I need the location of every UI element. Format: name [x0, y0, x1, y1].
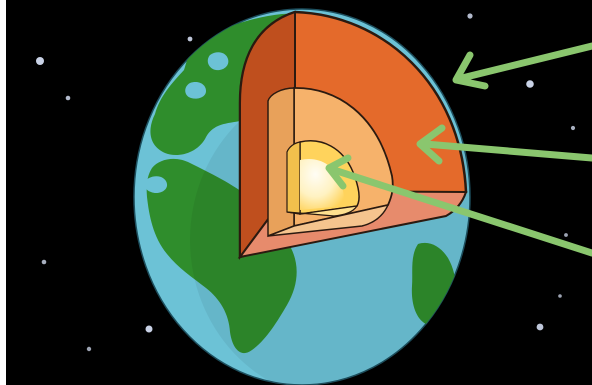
star — [536, 323, 544, 331]
star — [41, 259, 47, 265]
star — [145, 325, 153, 333]
star — [564, 233, 568, 237]
star — [570, 125, 576, 131]
outer-core-side-face — [286, 141, 301, 215]
bay — [185, 81, 206, 99]
star — [558, 294, 562, 298]
star — [36, 57, 44, 65]
star — [65, 95, 71, 101]
mantle-arrow — [416, 124, 592, 165]
core-arrow — [325, 154, 592, 257]
star — [526, 80, 534, 88]
star — [86, 346, 92, 352]
star — [187, 36, 193, 42]
gulf — [144, 176, 168, 194]
star — [467, 13, 473, 19]
lake — [207, 52, 229, 71]
stars — [36, 13, 576, 352]
mantle-bottom-face — [267, 203, 390, 237]
crust-arrow — [452, 42, 592, 90]
pointer-arrows — [325, 42, 592, 257]
outer-core-bottom-face — [286, 205, 359, 217]
